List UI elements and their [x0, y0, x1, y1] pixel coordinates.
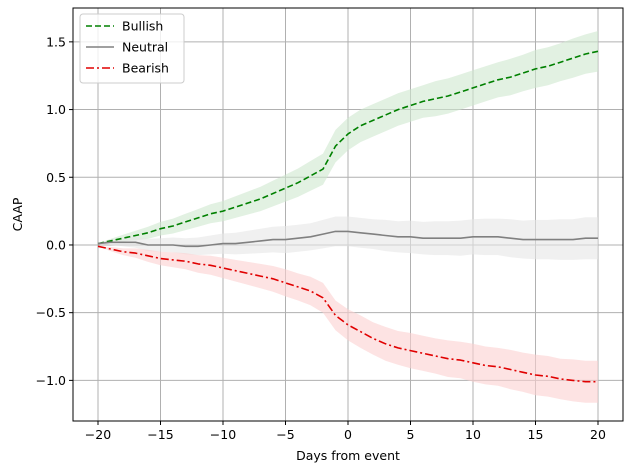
x-tick-label: −10 [210, 427, 236, 442]
neutral-series-line [97, 230, 598, 248]
bullish-series-line [97, 50, 599, 245]
x-tick-label: 5 [407, 427, 415, 442]
bullish-confidence-band [98, 31, 598, 244]
x-tick-label: −5 [276, 427, 294, 442]
legend-label-bullish: Bullish [122, 19, 163, 34]
neutral-confidence-band [98, 216, 598, 260]
x-tick-label: 10 [465, 427, 481, 442]
y-tick-label: 1.5 [46, 34, 66, 49]
series-lines [97, 50, 599, 383]
x-axis-label: Days from event [296, 448, 400, 463]
x-tick-label: −15 [147, 427, 173, 442]
bearish-series-line [97, 245, 598, 383]
legend-label-bearish: Bearish [122, 61, 169, 76]
y-tick-label: 1.0 [46, 102, 66, 117]
axis-ticks: −20 −15 −10 −5 0 5 10 15 20 −1.0 −0.5 0.0 0.5 1.0 1.5 [36, 34, 606, 442]
y-tick-label: −1.0 [36, 373, 66, 388]
x-tick-label: 15 [528, 427, 544, 442]
y-tick-label: 0.0 [46, 237, 66, 252]
y-tick-label: −0.5 [36, 305, 66, 320]
x-tick-label: −20 [85, 427, 111, 442]
legend: Bullish Neutral Bearish [79, 13, 185, 84]
legend-label-neutral: Neutral [122, 40, 168, 55]
y-tick-label: 0.5 [46, 170, 66, 185]
y-axis-label: CAAP [10, 197, 25, 231]
legend-box [79, 13, 185, 84]
x-tick-label: 20 [590, 427, 606, 442]
x-tick-label: 0 [344, 427, 352, 442]
